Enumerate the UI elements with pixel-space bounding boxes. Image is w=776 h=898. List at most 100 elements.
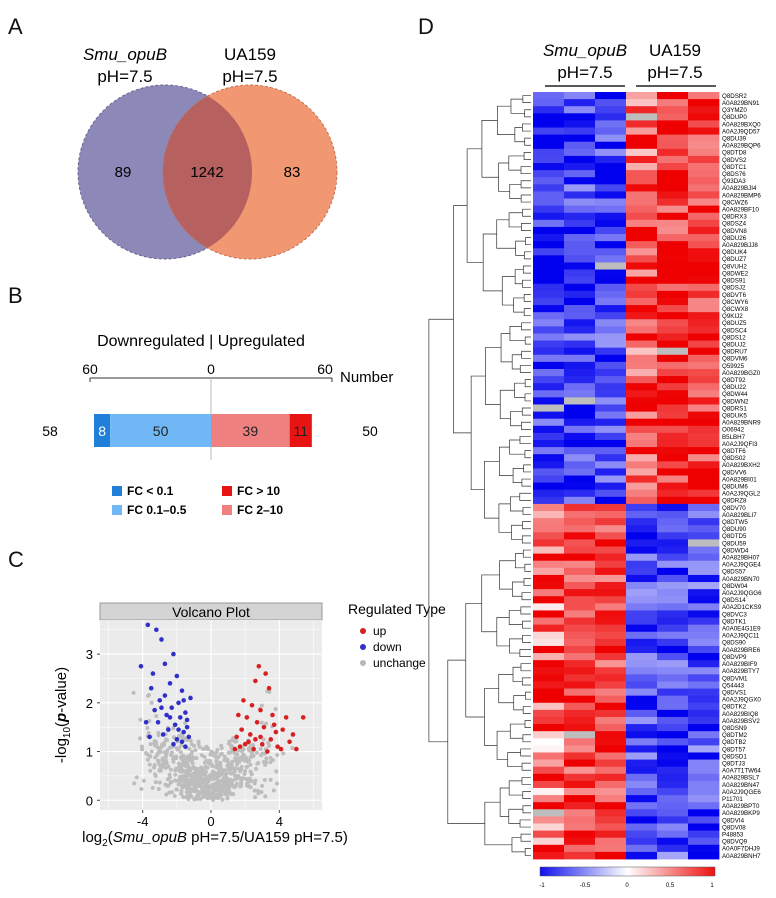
heatmap-gene-label: A0A2J9QGG6 bbox=[722, 590, 762, 597]
volcano-ytick-label: 3 bbox=[86, 647, 93, 662]
heatmap-cell bbox=[626, 760, 657, 768]
dendrogram-branch bbox=[524, 578, 531, 585]
heatmap-cell bbox=[688, 674, 719, 682]
heatmap-cell bbox=[564, 319, 595, 327]
dendrogram-branch bbox=[522, 635, 531, 642]
heatmap-gene-label: Q8DWD4 bbox=[722, 547, 749, 554]
volcano-point-unchange bbox=[145, 726, 149, 730]
heatmap-cell bbox=[595, 298, 626, 306]
heatmap-cell bbox=[595, 476, 626, 484]
heatmap-cell bbox=[626, 490, 657, 498]
heatmap-cell bbox=[595, 618, 626, 626]
dendrogram-branch bbox=[520, 436, 531, 443]
heatmap-gene-label: Q8DVV6 bbox=[722, 469, 747, 476]
heatmap-cell bbox=[688, 703, 719, 711]
heatmap-cell bbox=[533, 369, 564, 377]
heatmap-cell bbox=[626, 227, 657, 235]
dendrogram-branch bbox=[514, 696, 526, 710]
heatmap-cell bbox=[626, 270, 657, 278]
volcano-point-unchange bbox=[187, 773, 191, 777]
heatmap-cell bbox=[595, 206, 626, 214]
heatmap-gene-label: Q8DVI4 bbox=[722, 817, 745, 824]
volcano-point-up bbox=[260, 742, 265, 747]
heatmap-cell bbox=[626, 816, 657, 824]
heatmap-cell bbox=[657, 845, 688, 853]
heatmap-cell bbox=[533, 852, 564, 860]
volcano-point-unchange bbox=[194, 756, 198, 760]
heatmap-cell bbox=[657, 92, 688, 100]
heatmap-cell bbox=[564, 774, 595, 782]
heatmap-cell bbox=[688, 291, 719, 299]
volcano-point-unchange bbox=[274, 707, 278, 711]
heatmap-cell bbox=[657, 831, 688, 839]
heatmap-cell bbox=[688, 809, 719, 817]
volcano-point-down bbox=[161, 732, 166, 737]
heatmap-cell bbox=[595, 490, 626, 498]
heatmap-cell bbox=[657, 568, 688, 576]
heatmap-cell bbox=[595, 326, 626, 334]
heatmap-cell bbox=[688, 355, 719, 363]
heatmap-cell bbox=[657, 241, 688, 249]
volcano-point-up bbox=[238, 744, 243, 749]
dendrogram-branch bbox=[448, 660, 485, 823]
heatmap-cell bbox=[688, 341, 719, 349]
heatmap-cell bbox=[626, 845, 657, 853]
heatmap-cell bbox=[595, 220, 626, 228]
heatmap-cell bbox=[657, 610, 688, 618]
heatmap-cell bbox=[564, 163, 595, 171]
bar-label-down-mild: 50 bbox=[153, 423, 169, 439]
heatmap-cell bbox=[564, 831, 595, 839]
heatmap-cell bbox=[533, 426, 564, 434]
heatmap-gene-label: A0A829BXH2 bbox=[722, 462, 761, 469]
heatmap-cell bbox=[595, 333, 626, 341]
heatmap-cell bbox=[564, 120, 595, 128]
heatmap-cell bbox=[595, 838, 626, 846]
heatmap-gene-label: Q8DTD5 bbox=[722, 533, 747, 540]
heatmap-cell bbox=[657, 767, 688, 775]
dendrogram-branch bbox=[525, 394, 531, 401]
heatmap-cell bbox=[595, 639, 626, 647]
heatmap-gene-label: P48853 bbox=[722, 831, 744, 838]
heatmap-cell bbox=[626, 752, 657, 760]
heatmap-cell bbox=[533, 823, 564, 831]
heatmap-cell bbox=[688, 454, 719, 462]
heatmap-cell bbox=[595, 191, 626, 199]
volcano-xtick-label: 0 bbox=[207, 814, 214, 829]
volcano-point-unchange bbox=[234, 739, 238, 743]
volcano-point-unchange bbox=[150, 701, 154, 705]
volcano-point-down bbox=[188, 696, 193, 701]
volcano-point-down bbox=[166, 727, 171, 732]
heatmap-cell bbox=[564, 348, 595, 356]
heatmap-cell bbox=[626, 298, 657, 306]
volcano-point-up bbox=[270, 713, 275, 718]
heatmap-cell bbox=[688, 603, 719, 611]
heatmap-cell bbox=[688, 390, 719, 398]
heatmap-cell bbox=[626, 128, 657, 136]
volcano-point-unchange bbox=[224, 788, 228, 792]
heatmap-cell bbox=[657, 582, 688, 590]
heatmap-cell bbox=[533, 362, 564, 370]
heatmap-cell bbox=[595, 760, 626, 768]
heatmap-gene-label: Q8DVS2 bbox=[722, 157, 747, 164]
volcano-ytick-label: 0 bbox=[86, 793, 93, 808]
dendrogram-branch bbox=[525, 848, 531, 855]
bar-tick-left: 60 bbox=[82, 361, 98, 377]
heatmap-cell bbox=[564, 760, 595, 768]
heatmap-gene-label: Q54443 bbox=[722, 682, 745, 689]
heatmap-cell bbox=[657, 170, 688, 178]
heatmap-cell bbox=[626, 852, 657, 860]
heatmap-cell bbox=[595, 404, 626, 412]
heatmap-cell bbox=[595, 170, 626, 178]
heatmap-cell bbox=[657, 674, 688, 682]
heatmap-cell bbox=[626, 745, 657, 753]
heatmap-gene-label: A0A2J9QFI3 bbox=[722, 441, 758, 448]
heatmap-cell bbox=[626, 667, 657, 675]
heatmap-cell bbox=[595, 213, 626, 221]
dendrogram-branch bbox=[512, 838, 525, 852]
heatmap-cell bbox=[626, 341, 657, 349]
dendrogram-branch bbox=[520, 649, 531, 656]
heatmap-cell bbox=[564, 191, 595, 199]
heatmap-cell bbox=[688, 191, 719, 199]
volcano-point-unchange bbox=[211, 777, 215, 781]
dendrogram-branch bbox=[500, 788, 509, 816]
